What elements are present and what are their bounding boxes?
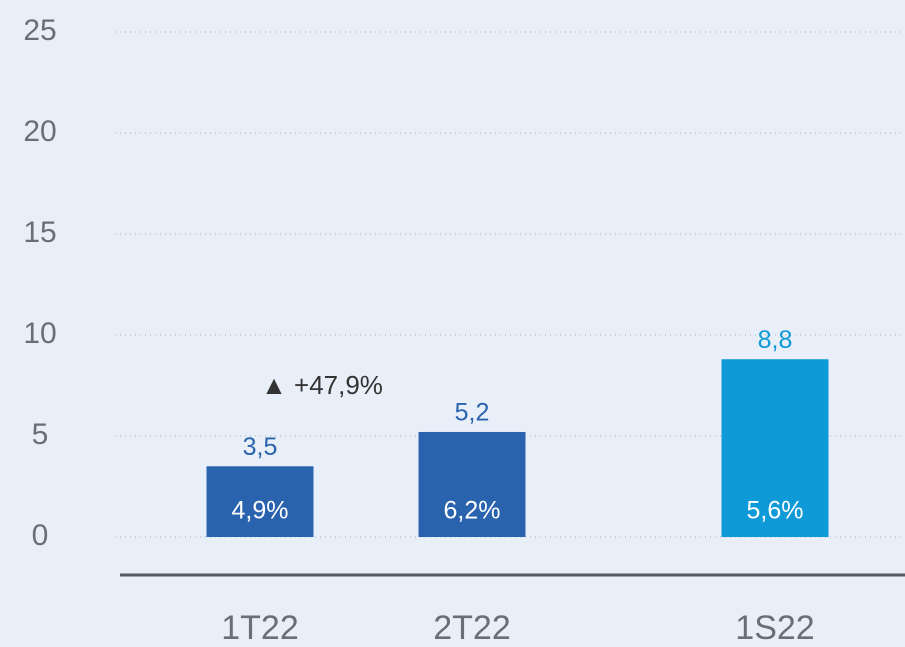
bar	[418, 431, 526, 537]
bar	[721, 359, 829, 537]
y-tick-label: 0	[32, 519, 49, 552]
inner-label: 5,6%	[747, 497, 804, 525]
x-tick-label: 2T22	[433, 609, 511, 647]
annotation: ▲ +47,9%	[261, 370, 383, 400]
x-tick-label: 1T22	[221, 609, 299, 647]
value-label: 8,8	[758, 326, 793, 354]
inner-label: 6,2%	[444, 497, 501, 525]
inner-label: 4,9%	[232, 497, 289, 525]
value-label: 5,2	[455, 399, 490, 427]
bar	[206, 466, 314, 537]
y-tick-label: 15	[23, 216, 56, 249]
y-tick-label: 25	[23, 14, 56, 47]
y-tick-label: 5	[32, 418, 49, 451]
x-tick-label: 1S22	[735, 609, 814, 647]
y-tick-label: 10	[23, 317, 56, 350]
value-label: 3,5	[243, 433, 278, 461]
y-tick-label: 20	[23, 115, 56, 148]
